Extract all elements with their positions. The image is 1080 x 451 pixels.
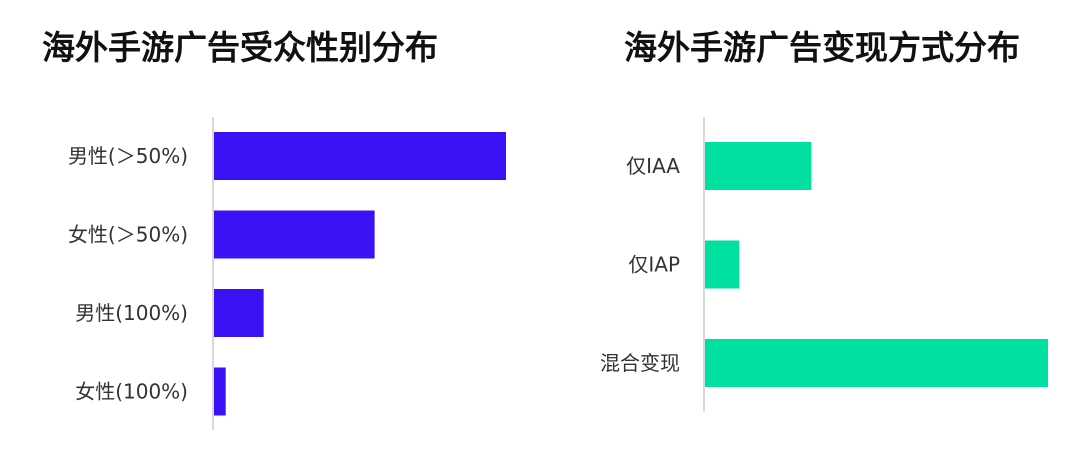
gender-category-label: 女性(＞50%) [68, 223, 188, 247]
chart-title-gender: 海外手游广告受众性别分布 [42, 28, 438, 67]
monetization-category-label: 混合变现 [600, 351, 680, 375]
monetization-category-label: 仅IAA [626, 154, 680, 178]
gender-bar-chart: 男性(＞50%) 女性(＞50%) 男性(100%) 女性(100%) [68, 117, 506, 430]
gender-bar [214, 289, 264, 337]
monetization-bar [705, 339, 1048, 387]
gender-category-label: 女性(100%) [75, 380, 188, 404]
monetization-bar [705, 240, 740, 289]
gender-bar [214, 132, 506, 180]
gender-category-label: 男性(100%) [75, 301, 188, 325]
gender-bar [214, 210, 375, 259]
monetization-bar [705, 142, 812, 190]
gender-category-label: 男性(＞50%) [68, 144, 188, 168]
chart-title-monetization: 海外手游广告变现方式分布 [624, 28, 1020, 67]
gender-bar [214, 367, 226, 416]
monetization-category-label: 仅IAP [628, 253, 680, 277]
